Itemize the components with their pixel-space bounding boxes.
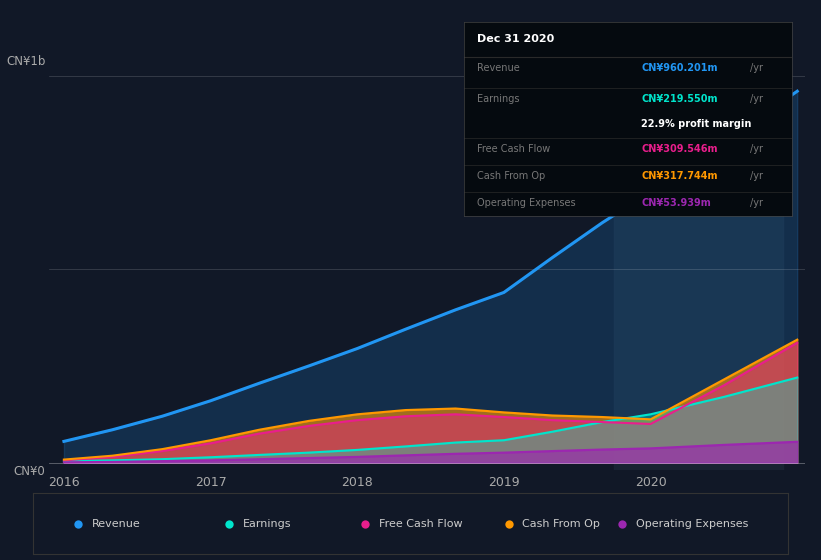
Bar <box>614 45 782 470</box>
Text: Cash From Op: Cash From Op <box>522 519 600 529</box>
Text: /yr: /yr <box>750 94 763 104</box>
Text: Earnings: Earnings <box>243 519 291 529</box>
Text: Operating Expenses: Operating Expenses <box>635 519 748 529</box>
Text: /yr: /yr <box>750 198 763 208</box>
Text: CN¥960.201m: CN¥960.201m <box>641 63 718 73</box>
Text: Operating Expenses: Operating Expenses <box>477 198 576 208</box>
Text: CN¥0: CN¥0 <box>14 465 45 478</box>
Text: Revenue: Revenue <box>92 519 140 529</box>
Text: 22.9% profit margin: 22.9% profit margin <box>641 119 751 129</box>
Text: Earnings: Earnings <box>477 94 520 104</box>
Text: /yr: /yr <box>750 63 763 73</box>
Text: /yr: /yr <box>750 171 763 181</box>
Text: Free Cash Flow: Free Cash Flow <box>378 519 462 529</box>
Text: CN¥219.550m: CN¥219.550m <box>641 94 718 104</box>
Text: CN¥1b: CN¥1b <box>6 55 45 68</box>
Text: CN¥53.939m: CN¥53.939m <box>641 198 711 208</box>
Text: Cash From Op: Cash From Op <box>477 171 545 181</box>
Text: Revenue: Revenue <box>477 63 520 73</box>
Text: CN¥317.744m: CN¥317.744m <box>641 171 718 181</box>
Text: /yr: /yr <box>750 144 763 154</box>
Text: Free Cash Flow: Free Cash Flow <box>477 144 550 154</box>
Text: Dec 31 2020: Dec 31 2020 <box>477 34 554 44</box>
Text: CN¥309.546m: CN¥309.546m <box>641 144 718 154</box>
